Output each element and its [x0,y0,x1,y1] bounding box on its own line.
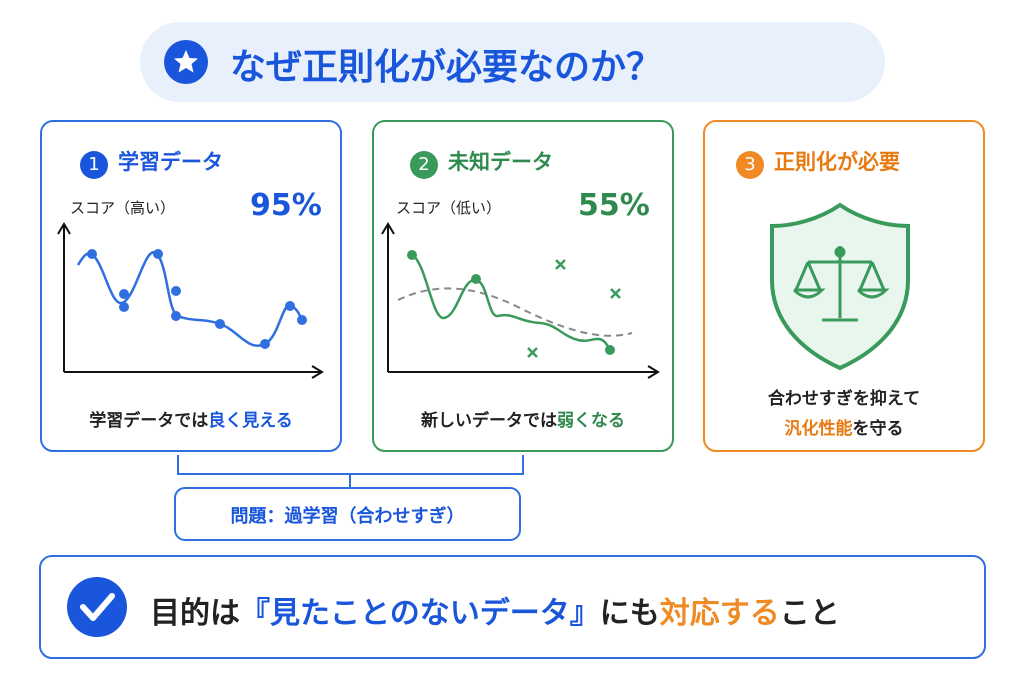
step-number: 1 [80,150,108,179]
check [80,593,115,621]
title-pill [140,22,885,102]
caption-highlight: 弱くなる [557,411,625,431]
panel-caption: 新しいデータでは弱くなる [373,406,673,431]
caption-text: を守る [852,419,904,439]
panel-2 [372,120,674,452]
true-trend [397,287,633,337]
panel-caption: 合わせすぎを抑えて汎化性能を守る [704,384,984,444]
caption-line: 汎化性能を守る [704,414,984,444]
panel-1 [40,120,342,452]
panel-2-header: 2 未知データ [410,146,553,179]
panel-caption: 学習データでは良く見える [41,406,341,431]
axes-1 [57,222,324,379]
score: 95% [250,188,322,223]
score-label: スコア（低い） [396,199,502,217]
test-points [527,259,621,358]
goal-part: 目的は [150,596,240,631]
star [174,50,198,73]
caption-text: 学習データでは [89,411,209,431]
step-number: 2 [410,150,438,179]
panel-heading: 未知データ [448,150,553,174]
goal-part: こと [779,596,840,631]
goal-highlight: 『見たことのないデータ』 [240,596,600,631]
panel-heading: 正則化が必要 [774,150,900,174]
score: 55% [578,188,650,223]
problem-box [174,487,521,541]
goal-box [39,555,986,659]
score-label: スコア（高い） [70,199,176,217]
goal-highlight: 対応する [659,596,780,631]
points-2 [407,250,615,355]
check-icon [67,577,127,637]
caption-text: 新しいデータでは [421,411,557,431]
step-number: 3 [736,150,764,179]
caption-highlight: 汎化性能 [784,419,853,439]
goal-part: にも [599,596,660,631]
panel-3-header: 3 正則化が必要 [736,146,900,179]
points-1 [87,249,307,349]
caption-highlight: 良く見える [208,411,293,431]
caption-text: 合わせすぎを抑えて [767,389,921,409]
fit-line-2 [411,253,612,351]
goal-text: 目的は『見たことのないデータ』にも対応すること [150,588,840,632]
problem-text: 問題：過学習（合わせすぎ） [230,506,465,527]
scale-icon [792,246,890,322]
title: なぜ正則化が必要なのか？ [230,47,663,88]
bracket [177,455,524,488]
panel-heading: 学習データ [118,150,223,174]
panel-1-header: 1 学習データ [80,146,223,179]
axes-2 [381,222,660,379]
